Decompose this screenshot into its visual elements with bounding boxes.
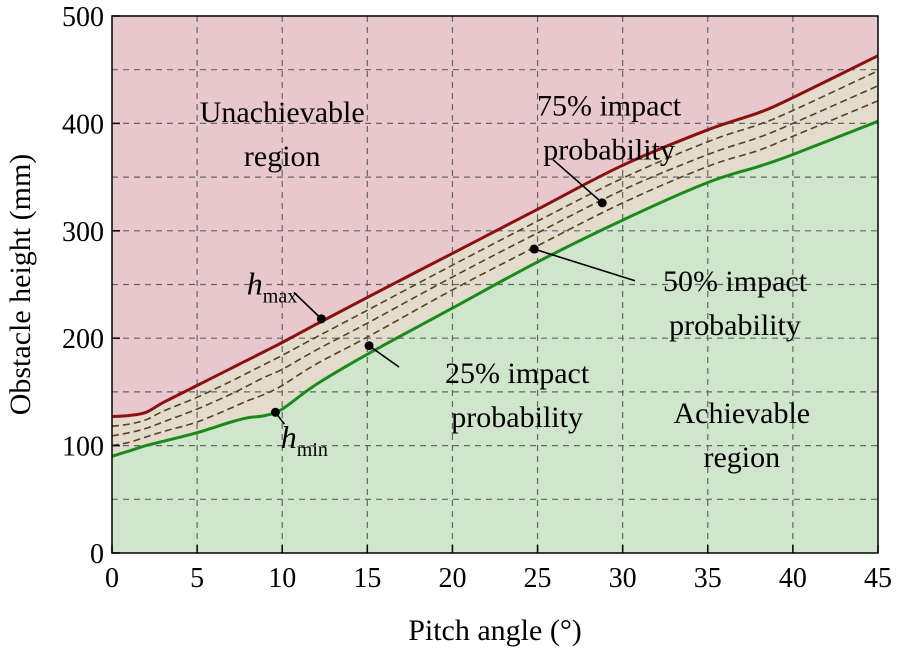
annotation-dot-hmax	[316, 314, 326, 324]
annotation-label-hmax: hmax	[247, 266, 297, 308]
chart-annotations: Unachievable region Achievable region hmax hm…	[200, 90, 810, 474]
x-tick-label: 40	[779, 563, 807, 594]
annotation-leader-p50	[533, 248, 636, 282]
x-tick-label: 45	[864, 563, 892, 594]
axis-ticks: 0 5 10 15 20 25 30 35 40 45 0 100 200 300 400 500	[62, 2, 892, 594]
y-tick-label: 0	[90, 539, 104, 570]
x-tick-label: 0	[105, 563, 119, 594]
series-line-4	[111, 100, 879, 447]
x-tick-label: 20	[438, 563, 466, 594]
y-tick-label: 400	[62, 109, 104, 140]
series-line-3	[111, 85, 879, 437]
annotation-leader-hmax	[293, 291, 322, 320]
annotation-dot-p50	[529, 244, 539, 254]
x-axis-title: Pitch angle (°)	[408, 614, 582, 647]
x-tick-label: 5	[190, 563, 204, 594]
series-line-1	[111, 54, 879, 419]
y-axis-title: Obstacle height (mm)	[4, 154, 37, 416]
probability-band-fill	[112, 55, 878, 457]
series-line-5	[111, 119, 879, 458]
region-label-unachievable: Unachievable region	[200, 96, 365, 173]
region-label-achievable: Achievable region	[674, 397, 811, 474]
x-tick-label: 30	[609, 563, 637, 594]
y-tick-label: 500	[62, 2, 104, 33]
annotation-dot-p25	[364, 341, 374, 351]
x-tick-label: 15	[353, 563, 381, 594]
chart-series	[111, 54, 879, 458]
annotation-label-p75: 75% impact probability	[537, 90, 682, 167]
annotation-leader-p75	[552, 159, 603, 204]
annotation-dot-p75	[597, 198, 607, 208]
x-tick-label: 25	[524, 563, 552, 594]
series-line-2	[111, 70, 879, 428]
annotation-leader-p25	[368, 345, 400, 368]
y-tick-label: 200	[62, 324, 104, 355]
chart-grid	[112, 16, 878, 553]
x-tick-label: 35	[694, 563, 722, 594]
x-tick-label: 10	[268, 563, 296, 594]
annotation-label-p25: 25% impact probability	[445, 357, 590, 434]
y-tick-label: 300	[62, 217, 104, 248]
annotation-dot-hmin	[270, 407, 280, 417]
annotation-label-hmin: hmin	[281, 419, 328, 461]
plot-frame	[111, 15, 879, 554]
y-tick-label: 100	[62, 432, 104, 463]
annotation-label-p50: 50% impact probability	[663, 265, 808, 342]
